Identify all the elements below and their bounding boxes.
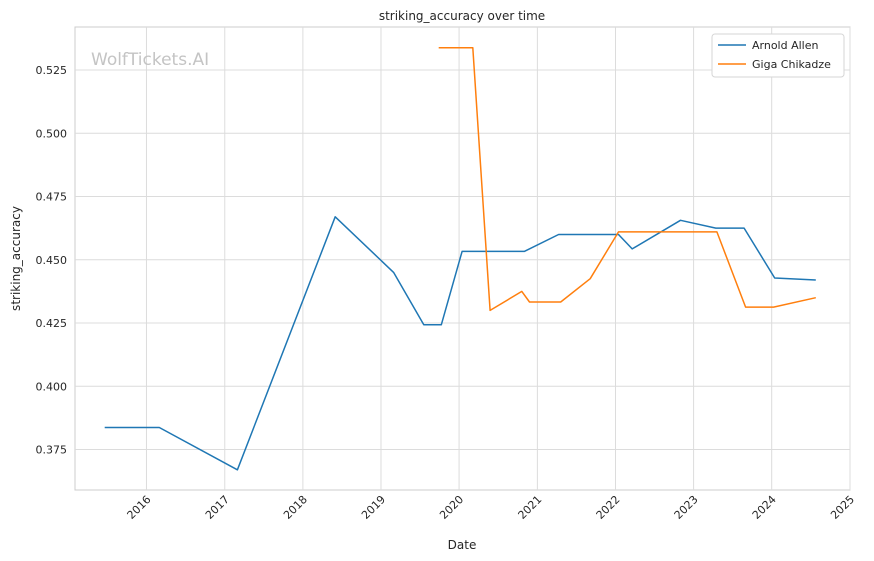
x-tick-labels: 2016 2017 2018 2019 2020 2021 2022 2023 2024 2025 <box>125 493 858 522</box>
grid-lines <box>75 27 851 490</box>
x-tick-label-2024: 2024 <box>750 493 779 522</box>
x-tick-label-2017: 2017 <box>203 493 232 522</box>
y-tick-label-0.475: 0.475 <box>36 191 68 204</box>
series-lines <box>104 46 816 471</box>
x-tick-label-2018: 2018 <box>281 493 310 522</box>
y-axis-label: striking_accuracy <box>9 206 23 311</box>
x-tick-label-2016: 2016 <box>125 493 154 522</box>
x-tick-label-2022: 2022 <box>594 493 623 522</box>
x-tick-label-2023: 2023 <box>672 493 701 522</box>
x-axis-label: Date <box>448 538 477 552</box>
x-tick-label-2019: 2019 <box>359 493 388 522</box>
y-tick-labels: 0.375 0.400 0.425 0.450 0.475 0.500 0.525 <box>36 64 68 457</box>
legend: Arnold Allen Giga Chikadze <box>711 33 845 78</box>
plot-background <box>74 26 851 491</box>
x-tick-label-2021: 2021 <box>516 493 545 522</box>
legend-label-arnold-allen: Arnold Allen <box>752 39 818 52</box>
y-tick-label-0.525: 0.525 <box>36 64 68 77</box>
y-tick-label-0.500: 0.500 <box>36 127 68 140</box>
x-tick-label-2025: 2025 <box>828 493 857 522</box>
series-line-arnold-allen <box>104 216 816 471</box>
y-tick-label-0.425: 0.425 <box>36 317 68 330</box>
y-tick-label-0.450: 0.450 <box>36 254 68 267</box>
y-tick-label-0.375: 0.375 <box>36 444 68 457</box>
y-tick-label-0.400: 0.400 <box>36 380 68 393</box>
series-line-giga-chikadze <box>438 46 816 312</box>
x-tick-label-2020: 2020 <box>437 493 466 522</box>
chart-title: striking_accuracy over time <box>379 9 545 23</box>
legend-label-giga-chikadze: Giga Chikadze <box>752 58 831 71</box>
watermark: WolfTickets.AI <box>91 50 209 70</box>
